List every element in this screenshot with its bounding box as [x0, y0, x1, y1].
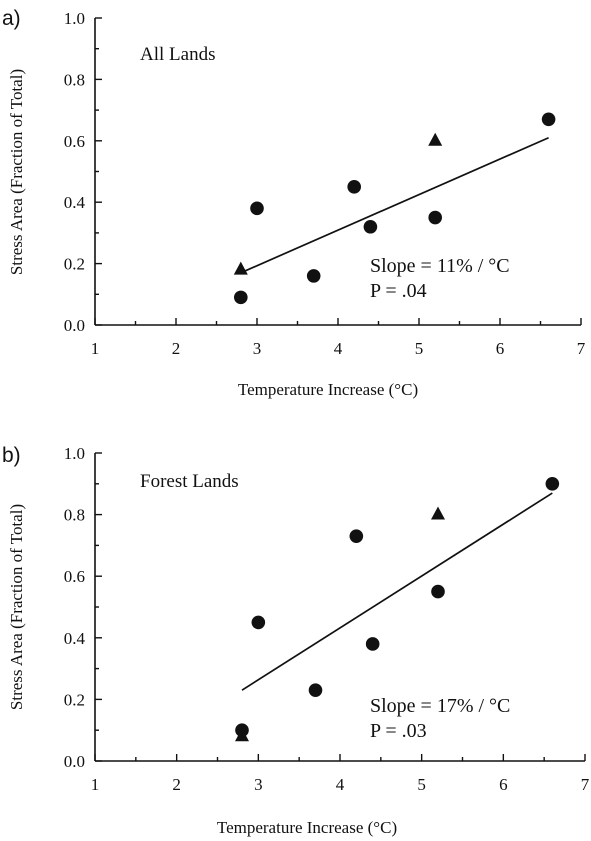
- panel-a-fit-line: [240, 136, 549, 274]
- panel-b-data-point-triangle: [235, 728, 249, 742]
- panel-b-x-tick-label: 4: [336, 775, 345, 794]
- panel-a-y-tick-label: 0.2: [64, 255, 85, 274]
- panel-b-p-value-annotation: P = .03: [370, 720, 427, 742]
- panel-a-data-point-circle: [306, 269, 321, 283]
- panel-a-x-tick-label: 4: [334, 339, 343, 358]
- panel-a-data-marks: [233, 112, 556, 305]
- panel-a-x-tick-label: 5: [415, 339, 424, 358]
- panel-b-y-tick-label: 0.6: [64, 567, 85, 586]
- panel-b: b) Forest Lands 0.0 0.2 0.4 0.6 0.8 1.0 1 2 3 4 5 6…: [2, 444, 590, 837]
- panel-b-y-tick-label: 0.4: [64, 629, 86, 648]
- panel-a-slope-annotation: Slope = 11% / °C: [370, 255, 510, 277]
- panel-b-x-tick-label: 5: [417, 775, 426, 794]
- panel-b-data-point-circle: [349, 529, 364, 543]
- panel-a-axes: 0.0 0.2 0.4 0.6 0.8 1.0 1 2 3 4 5 6 7: [64, 9, 586, 358]
- panel-a-y-tick-label: 0.0: [64, 316, 85, 335]
- panel-b-data-marks: [235, 477, 560, 742]
- panel-a-x-tick-label: 7: [577, 339, 586, 358]
- panel-a-data-point-circle: [234, 290, 248, 305]
- panel-b-data-point-circle: [365, 637, 380, 651]
- panel-b-fit-line-group: [241, 492, 553, 691]
- panel-a-y-tick-label: 0.6: [64, 132, 85, 151]
- panel-b-data-point-circle: [545, 477, 560, 491]
- panel-a-x-tick-label: 3: [253, 339, 262, 358]
- panel-b-x-tick-label: 1: [91, 775, 100, 794]
- panel-b-axes: 0.0 0.2 0.4 0.6 0.8 1.0 1 2 3 4 5 6 7: [64, 444, 590, 794]
- panel-b-label: b): [2, 444, 21, 467]
- panel-a-data-point-circle: [428, 210, 443, 225]
- panel-a-fit-line-group: [240, 136, 549, 274]
- panel-b-title: Forest Lands: [140, 471, 239, 492]
- panel-b-x-tick-label: 2: [172, 775, 181, 794]
- panel-a-data-point-circle: [250, 201, 264, 216]
- panel-b-x-tick-label: 7: [581, 775, 590, 794]
- panel-a-x-tick-label: 2: [172, 339, 181, 358]
- panel-b-slope-annotation: Slope = 17% / °C: [370, 695, 510, 717]
- panel-a-x-tick-label: 1: [91, 339, 100, 358]
- panel-a-data-point-triangle: [233, 261, 248, 275]
- panel-a-title: All Lands: [140, 44, 215, 65]
- panel-a-data-point-circle: [363, 219, 378, 234]
- panel-a-y-tick-label: 0.4: [64, 193, 86, 212]
- panel-a-y-tick-label: 1.0: [64, 9, 85, 28]
- panel-b-x-axis-title: Temperature Increase (°C): [217, 818, 397, 837]
- panel-b-data-point-circle: [251, 615, 266, 630]
- panel-a-p-value-annotation: P = .04: [370, 280, 427, 302]
- panel-a-y-axis-title: Stress Area (Fraction of Total): [7, 69, 26, 275]
- panel-b-y-tick-label: 0.0: [64, 752, 85, 771]
- panel-b-y-tick-label: 0.2: [64, 690, 85, 709]
- panel-b-y-tick-label: 1.0: [64, 444, 85, 463]
- panel-a-y-tick-label: 0.8: [64, 70, 85, 89]
- panel-b-data-point-circle: [431, 584, 445, 599]
- panel-b-data-point-circle: [308, 683, 323, 697]
- panel-a-x-tick-label: 6: [496, 339, 505, 358]
- panel-b-data-point-triangle: [431, 506, 445, 520]
- panel-b-x-tick-label: 6: [499, 775, 508, 794]
- panel-a-data-point-circle: [347, 180, 362, 194]
- panel-b-fit-line: [241, 492, 553, 691]
- panel-a-data-point-circle: [541, 112, 556, 127]
- panel-a-label: a): [2, 7, 21, 30]
- panel-a-data-point-triangle: [428, 132, 443, 146]
- panel-a-x-axis-title: Temperature Increase (°C): [238, 380, 418, 399]
- panel-b-y-tick-label: 0.8: [64, 506, 85, 525]
- panel-b-y-axis-title: Stress Area (Fraction of Total): [7, 504, 26, 710]
- panel-a: a) All Lands 0.0 0.2 0.4 0.6 0.8 1.0 1 2 3 4 5 6 7 S…: [2, 7, 586, 399]
- panel-b-x-tick-label: 3: [254, 775, 263, 794]
